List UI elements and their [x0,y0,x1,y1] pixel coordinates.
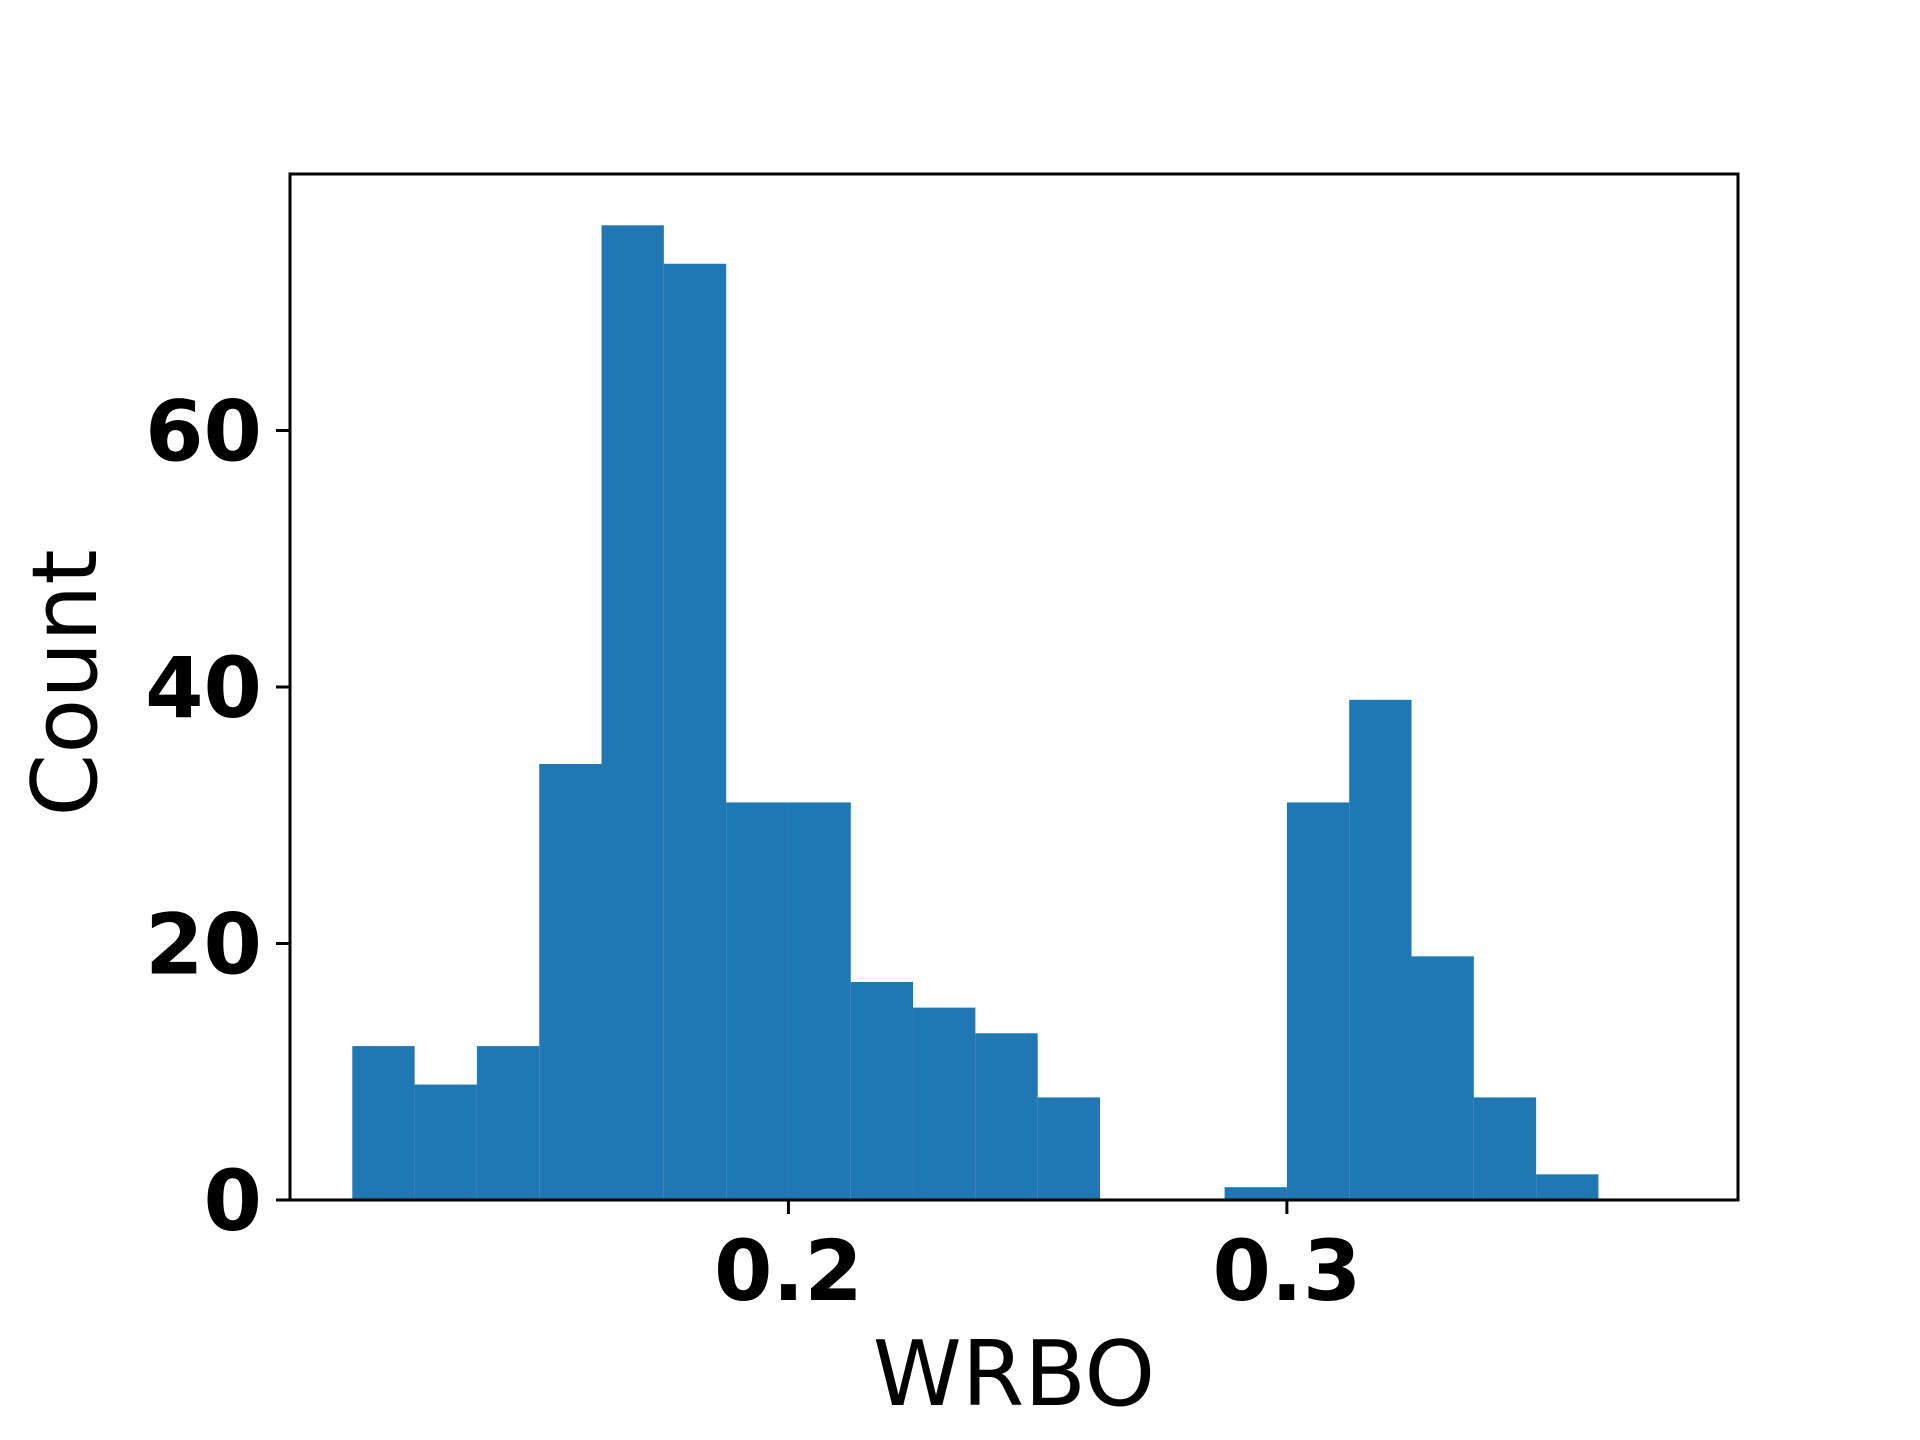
histogram-bar-10 [975,1033,1038,1200]
histogram-bar-7 [788,802,851,1200]
histogram-bar-4 [601,225,664,1201]
bars-group [352,225,1599,1201]
histogram-bar-2 [476,1046,540,1200]
histogram-bar-0 [352,1046,415,1200]
x-axis-label: WRBO [873,1322,1156,1427]
y-axis-label: Count [13,549,118,816]
y-axis-ticks: 0 20 40 60 [145,383,290,1250]
histogram-bar-11 [1037,1097,1100,1200]
histogram-bar-18 [1473,1097,1537,1200]
x-axis-ticks: 0.2 0.3 [714,1200,1361,1320]
histogram-bar-16 [1349,699,1412,1200]
y-tick-label-3: 60 [145,383,262,481]
histogram-bar-19 [1536,1174,1599,1200]
histogram-bar-6 [726,802,789,1200]
y-tick-label-2: 40 [145,639,262,737]
histogram-bar-5 [663,263,727,1200]
histogram-bar-8 [850,981,914,1200]
histogram-bar-9 [913,1007,976,1201]
histogram-bar-1 [414,1084,477,1200]
histogram-bar-14 [1224,1187,1287,1200]
histogram-bar-15 [1286,802,1350,1200]
x-tick-label-1: 0.3 [1212,1222,1361,1320]
y-tick-label-1: 20 [145,896,262,994]
histogram-bar-3 [539,763,602,1200]
y-tick-label-0: 0 [204,1152,262,1250]
x-tick-label-0: 0.2 [714,1222,863,1320]
histogram-bar-17 [1411,956,1474,1200]
